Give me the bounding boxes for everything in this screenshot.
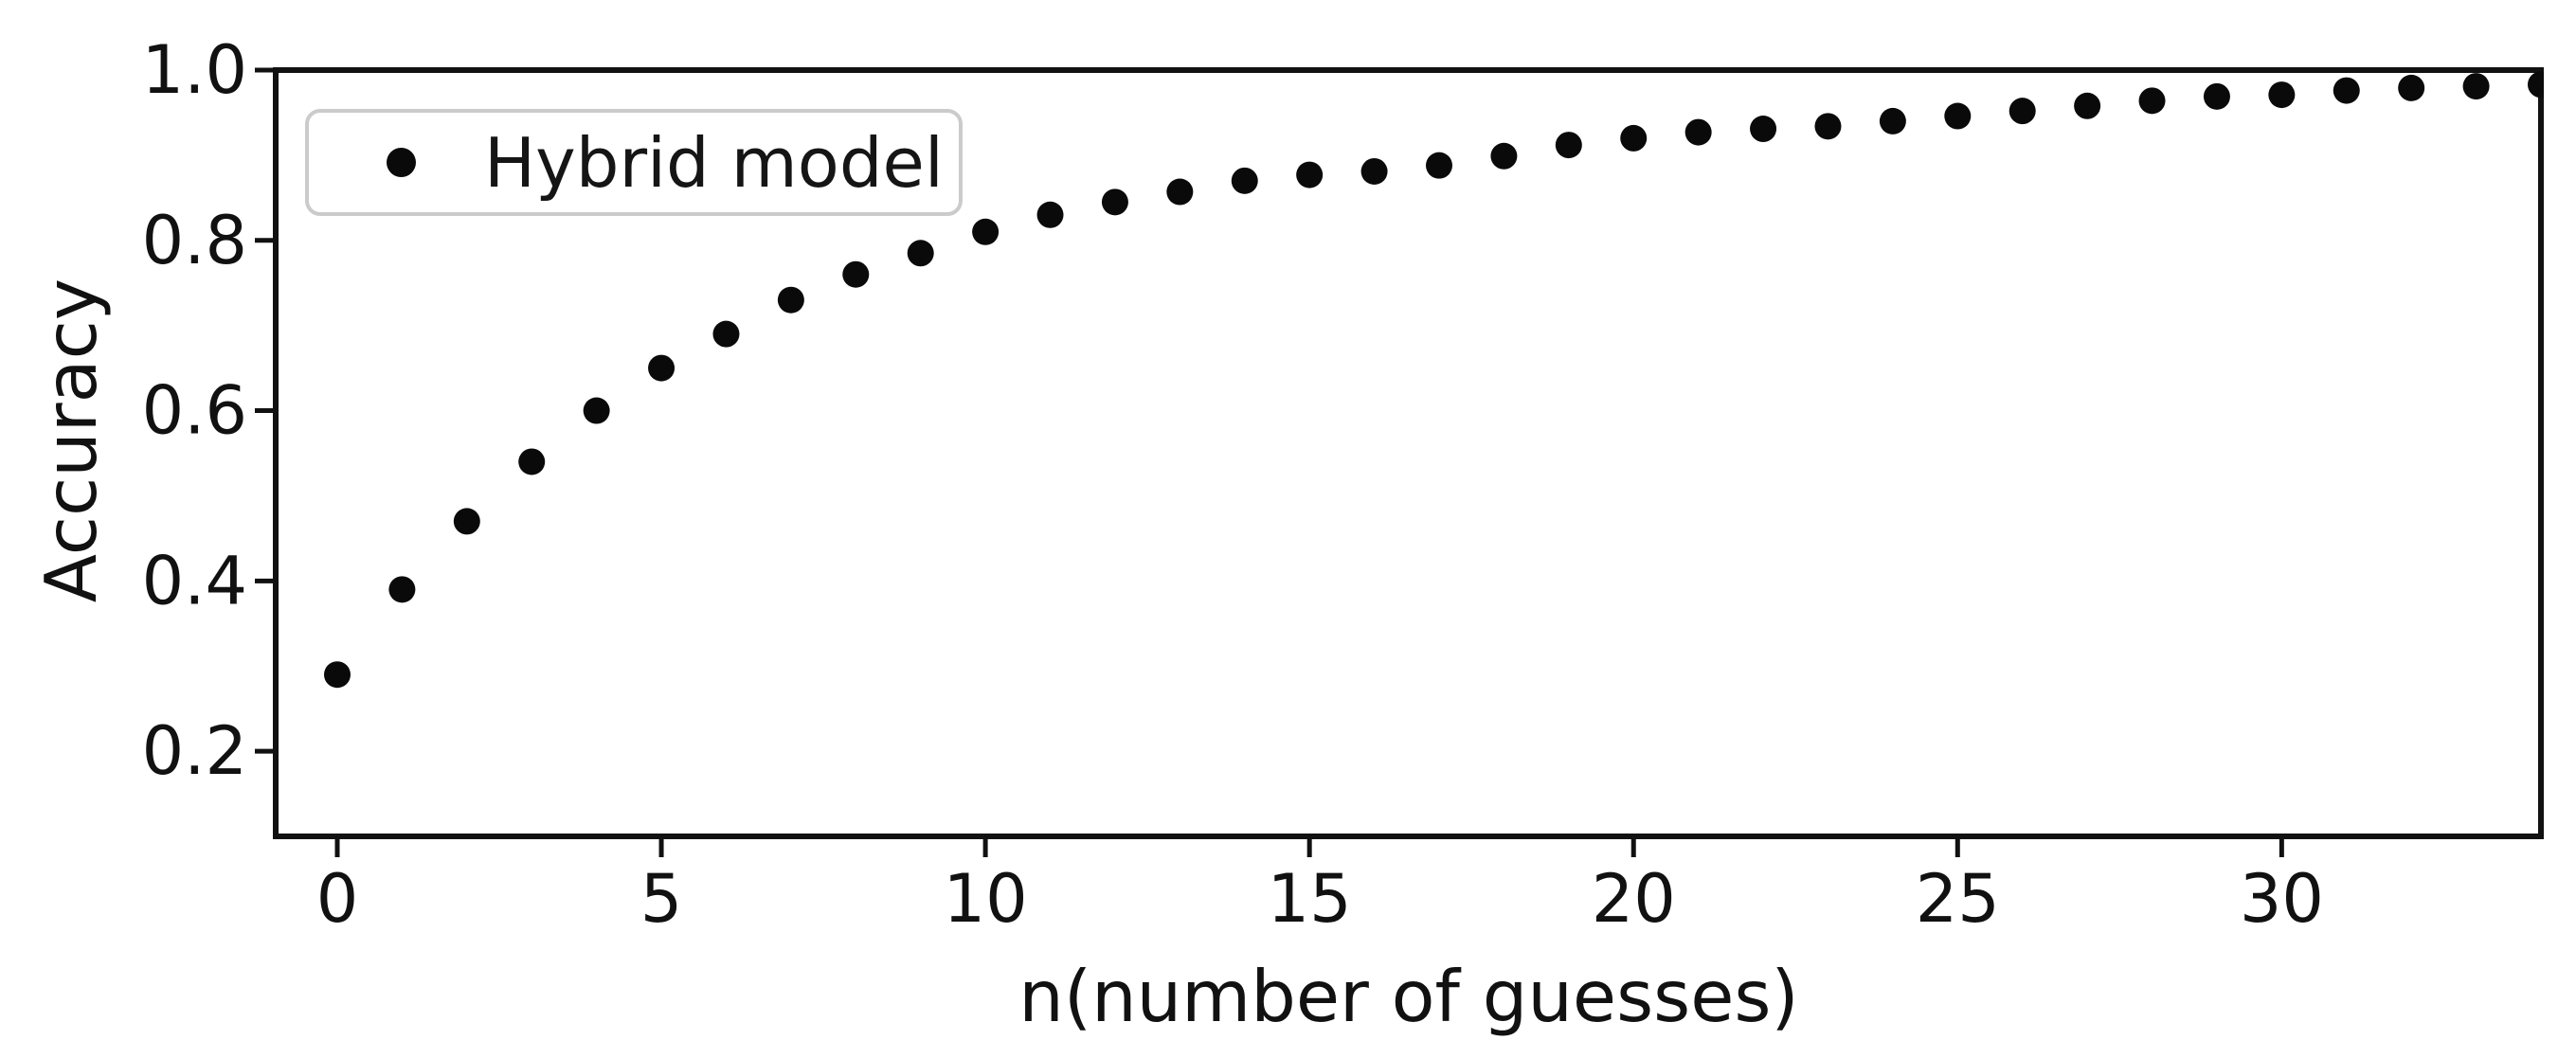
- x-tick-label: 0: [316, 860, 359, 938]
- y-tick-label: 0.6: [142, 372, 247, 450]
- data-point: [323, 661, 351, 689]
- data-point: [453, 508, 480, 535]
- data-point: [777, 286, 804, 314]
- x-tick-label: 30: [2240, 860, 2324, 938]
- data-point: [2528, 71, 2544, 99]
- plot-border: [273, 67, 2544, 839]
- data-point: [1231, 167, 1258, 194]
- x-tick-label: 15: [1268, 860, 1352, 938]
- x-tick-label: 10: [944, 860, 1028, 938]
- data-point: [1750, 116, 1777, 143]
- y-tick-label: 1.0: [142, 31, 247, 109]
- data-point: [1879, 107, 1906, 134]
- y-tick-label: 0.2: [142, 712, 247, 790]
- data-point: [712, 320, 740, 348]
- data-point: [1620, 124, 1648, 152]
- data-point: [2268, 81, 2296, 109]
- data-point: [1360, 157, 1388, 185]
- legend-marker-dot-icon: [387, 148, 416, 177]
- data-point: [1555, 132, 1582, 159]
- data-point: [583, 397, 610, 424]
- data-point: [1036, 201, 1064, 228]
- data-point: [2138, 87, 2166, 115]
- data-point: [1944, 102, 1972, 130]
- x-tick-label: 25: [1916, 860, 2000, 938]
- y-tick-label: 0.4: [142, 542, 247, 619]
- y-axis-label: Accuracy: [29, 278, 113, 603]
- legend: Hybrid model: [305, 109, 963, 216]
- y-tick-label: 0.8: [142, 202, 247, 279]
- data-point: [2203, 82, 2230, 110]
- data-point: [972, 218, 1000, 245]
- data-point: [1101, 188, 1128, 216]
- data-point: [648, 354, 676, 382]
- data-point: [1814, 113, 1842, 140]
- x-tick-label: 20: [1592, 860, 1676, 938]
- data-point: [388, 576, 416, 603]
- data-point: [907, 240, 934, 267]
- data-point: [1425, 152, 1452, 179]
- data-point: [2462, 73, 2490, 100]
- data-point: [518, 448, 546, 475]
- data-point: [2074, 92, 2101, 119]
- x-axis-label: n(number of guesses): [1018, 955, 1799, 1038]
- data-point: [2009, 98, 2036, 125]
- x-tick-label: 5: [640, 860, 683, 938]
- legend-label: Hybrid model: [484, 122, 944, 203]
- data-point: [1684, 118, 1712, 146]
- data-point: [2333, 77, 2360, 104]
- data-point: [1166, 178, 1194, 206]
- data-point: [1490, 142, 1518, 170]
- data-point: [2398, 74, 2425, 101]
- data-points-group: [323, 71, 2544, 689]
- data-point: [1296, 161, 1324, 188]
- data-point: [842, 260, 870, 288]
